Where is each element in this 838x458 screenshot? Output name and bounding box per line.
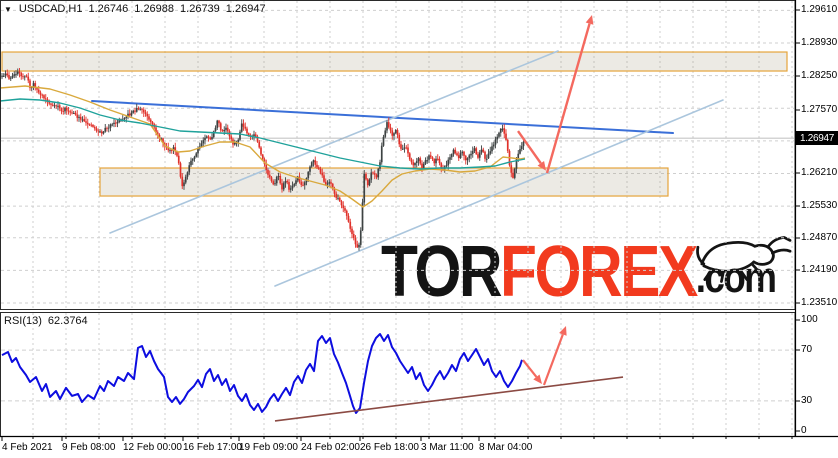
ma-slow-line — [0, 98, 526, 170]
price-forecast-arrow-1 — [545, 23, 591, 174]
bear-candle-bodies — [6, 71, 514, 248]
price-pane-frame — [0, 0, 796, 310]
time-axis-label: 19 Feb 09:00 — [239, 442, 298, 453]
rsi-forecast-arrow-1 — [542, 334, 564, 386]
channel-upper[interactable] — [109, 50, 559, 234]
price-forecast-arrow-0-head — [537, 160, 546, 171]
torforex-watermark: TOR FOREX .com — [381, 232, 777, 312]
price-axis-label: 1.28250 — [801, 70, 838, 81]
rsi-axis-label: 100 — [801, 314, 818, 325]
current-price-badge: 1.26947 — [796, 131, 838, 145]
price-axis-label: 1.28930 — [801, 37, 838, 48]
bull-icon — [696, 236, 792, 283]
time-axis-label: 24 Feb 02:00 — [301, 442, 360, 453]
time-axis-label: 3 Mar 11:00 — [421, 442, 474, 453]
channel-lower[interactable] — [274, 99, 724, 287]
price-axis-label: 1.27570 — [801, 104, 838, 115]
logo-text-tor: TOR — [381, 232, 503, 312]
time-axis-label: 12 Feb 00:00 — [123, 442, 182, 453]
ohlc-close: 1.26947 — [225, 3, 266, 15]
rsi-forecast-arrow-1-head — [559, 325, 567, 336]
ohlc-header: ▼ USDCAD,H1 1.26746 1.26988 1.26739 1.26… — [4, 3, 266, 15]
time-axis-label: 9 Feb 08:00 — [62, 442, 116, 453]
price-axis-label: 1.24870 — [801, 232, 838, 243]
logo-text-com: .com — [695, 253, 777, 302]
price-axis-label: 1.26210 — [801, 167, 838, 178]
resistance-trendline[interactable] — [91, 100, 674, 135]
time-axis-label: 16 Feb 17:00 — [183, 442, 242, 453]
ohlc-open: 1.26746 — [88, 3, 129, 15]
logo-text-forex: FOREX — [500, 232, 698, 312]
time-axis-label: 4 Feb 2021 — [2, 442, 53, 453]
ohlc-high: 1.26988 — [134, 3, 175, 15]
rsi-pane-frame — [0, 312, 796, 437]
price-forecast-arrow-0 — [517, 130, 542, 164]
ma-fast-line — [0, 85, 526, 208]
time-axis-label: 8 Mar 04:00 — [479, 442, 533, 453]
rsi-line — [1, 333, 523, 414]
price-axis-label: 1.23510 — [801, 297, 838, 308]
rsi-forecast-arrow-0 — [522, 359, 538, 378]
rsi-indicator-name: RSI(13) — [4, 315, 42, 327]
price-forecast-arrow-1-head — [585, 14, 594, 25]
symbol-timeframe: USDCAD,H1 — [18, 3, 83, 15]
ohlc-low: 1.26739 — [180, 3, 220, 15]
symbol-dropdown-icon[interactable]: ▼ — [4, 4, 12, 14]
rsi-indicator-value: 62.3764 — [47, 315, 88, 327]
rsi-axis-label: 70 — [801, 344, 813, 355]
rsi-trendline[interactable] — [274, 376, 624, 422]
time-axis-label: 26 Feb 18:00 — [360, 442, 419, 453]
rsi-axis-label: 30 — [801, 395, 813, 406]
price-axis-label: 1.24190 — [801, 264, 838, 275]
lower-support-zone — [99, 167, 669, 197]
rsi-axis-label: 0 — [801, 425, 807, 436]
pane-splitter[interactable] — [0, 309, 795, 313]
price-axis-label: 1.25530 — [801, 200, 838, 211]
upper-resistance-zone — [1, 51, 788, 72]
rsi-header: RSI(13) 62.3764 — [4, 315, 88, 327]
rsi-forecast-arrow-0-head — [533, 374, 542, 385]
price-axis-label: 1.29610 — [801, 4, 838, 15]
